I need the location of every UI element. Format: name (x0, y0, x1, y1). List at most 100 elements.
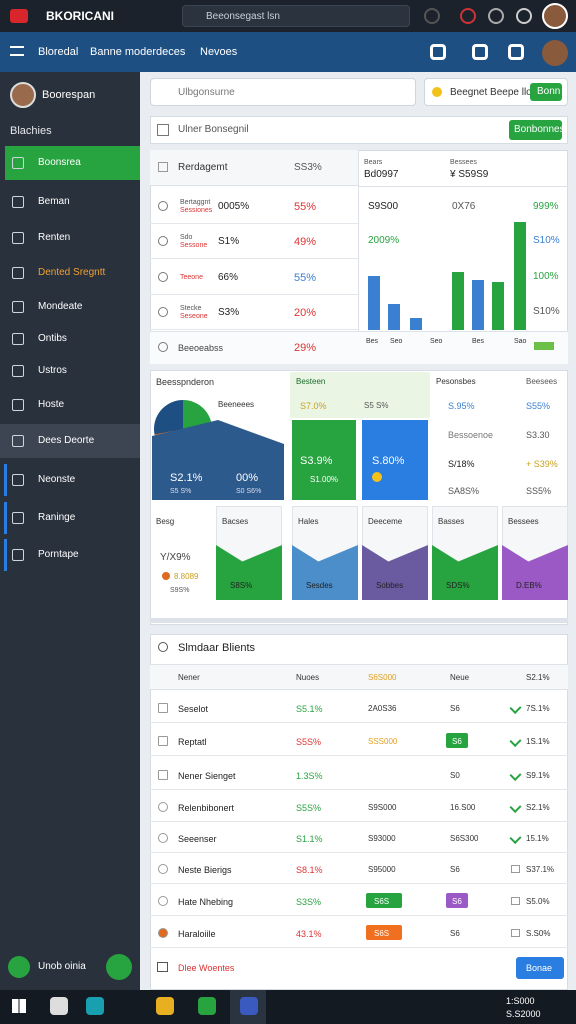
top-icon[interactable] (488, 8, 504, 24)
menu-icon[interactable] (10, 46, 24, 56)
lower-sub: S9S% (170, 587, 190, 594)
nav-icon[interactable] (430, 44, 446, 60)
list-left: SA8S% (448, 486, 480, 496)
cell: S1.1% (296, 834, 323, 844)
taskbar-app[interactable] (86, 997, 104, 1015)
row-check (158, 864, 168, 874)
right-value: 100% (533, 271, 559, 282)
lower-coin-value: 8.8089 (174, 572, 199, 581)
row-sub: Sessiones (180, 207, 213, 214)
sidebar-item[interactable]: Porntape (38, 549, 79, 560)
avatar[interactable] (542, 3, 568, 29)
row-value: S1% (218, 236, 240, 247)
sidebar-item[interactable]: Ontibs (38, 333, 67, 344)
chip (366, 893, 402, 908)
nav-item[interactable]: Banne moderdeces (90, 46, 186, 58)
row-check (158, 833, 168, 843)
lower-value: Y/X9% (160, 552, 191, 563)
sidebar-item[interactable]: Neonste (38, 474, 76, 485)
nav-avatar[interactable] (542, 40, 568, 66)
clients-header: Nuoes (296, 673, 320, 682)
nav-item[interactable]: Nevoes (200, 46, 238, 58)
blue-tile (362, 420, 428, 500)
clients-header: Neue (450, 673, 470, 682)
search-input[interactable] (150, 78, 416, 106)
sidebar-item[interactable]: Mondeate (38, 301, 83, 312)
lower-title: Besg (156, 517, 175, 526)
sidebar-item[interactable]: Dees Deorte (38, 435, 95, 446)
card-title: Deeceme (368, 517, 403, 526)
cell: S6 (452, 737, 462, 746)
column-title: Bears (364, 159, 383, 166)
cell: 15.1% (526, 834, 549, 843)
cell: 7S.1% (526, 704, 550, 713)
sidebar-icon (12, 267, 24, 279)
nav-item[interactable]: Bloredal (38, 46, 79, 58)
top-icon[interactable] (516, 8, 532, 24)
cell: SSS000 (368, 737, 398, 746)
sidebar-item[interactable]: Ustros (38, 365, 67, 376)
clients-button-label[interactable]: Bonae (526, 963, 553, 973)
chart-bar (514, 222, 526, 330)
sidebar-item[interactable]: Renten (38, 232, 71, 243)
clients-button[interactable] (516, 957, 564, 979)
start[interactable] (12, 999, 26, 1013)
row-label: Stecke (180, 305, 202, 312)
sidebar-icon (12, 365, 24, 377)
pie-value: S2.1% (170, 472, 203, 484)
sidebar-item[interactable]: Beman (38, 196, 70, 207)
nav-icon[interactable] (472, 44, 488, 60)
taskbar-app[interactable] (156, 997, 174, 1015)
right-value: S10% (533, 235, 560, 246)
row-line (150, 722, 568, 723)
cell: S0 (450, 771, 460, 780)
sidebar-item[interactable]: Hoste (38, 399, 65, 410)
filter-button-label[interactable]: Bonn (537, 86, 561, 97)
right-value: 999% (533, 201, 559, 212)
toolbar-button-label[interactable]: Bonbonnes (514, 124, 565, 135)
cell: S.S0% (526, 929, 551, 938)
clock-date: S.S2000 (506, 1009, 541, 1019)
row-line (150, 915, 568, 916)
cell: S9S000 (368, 803, 397, 812)
toolbar (150, 116, 568, 144)
clients-icon (158, 642, 168, 652)
sidebar-item[interactable]: Boonsrea (38, 157, 81, 168)
cell: S8.1% (296, 865, 323, 875)
clients-header: Nener (178, 673, 200, 682)
row-icon (158, 236, 168, 246)
divider (358, 150, 359, 331)
cell: S6S (374, 897, 390, 906)
sidebar-active (5, 146, 140, 180)
cell: S6 (450, 929, 460, 938)
cell: 1S.1% (526, 737, 550, 746)
sidebar-add[interactable] (106, 954, 132, 980)
coin (372, 472, 382, 482)
logo-icon (10, 9, 28, 23)
search-text: Beeonsegast lsn (206, 11, 280, 22)
row-change: 55% (294, 272, 317, 284)
top-icon[interactable] (424, 8, 440, 24)
sidebar-item[interactable]: Dented Sregntt (38, 267, 106, 278)
pie-sub: S0 S6% (236, 488, 262, 495)
top-icon[interactable] (460, 8, 476, 24)
summary-check (158, 162, 168, 172)
search-box[interactable] (182, 5, 410, 27)
taskbar-app[interactable] (240, 997, 258, 1015)
cell: S3S% (296, 897, 322, 907)
chip (366, 925, 402, 940)
cell: 16.S00 (450, 803, 476, 812)
taskbar-app[interactable] (50, 997, 68, 1015)
sidebar-icon (12, 301, 24, 313)
sidebar-item[interactable]: Raninge (38, 512, 76, 523)
cell: Hate Nhebing (178, 897, 234, 907)
row-sub: Sessone (180, 242, 208, 249)
toolbar-button[interactable] (509, 120, 562, 140)
nav-icon[interactable] (508, 44, 524, 60)
filter-button[interactable] (530, 83, 562, 101)
taskbar-app[interactable] (198, 997, 216, 1015)
cell: S5S% (296, 803, 322, 813)
chart-label: Sao (514, 338, 527, 345)
toolbar-title: Ulner Bonsegnil (178, 124, 249, 135)
row-icon (158, 272, 168, 282)
